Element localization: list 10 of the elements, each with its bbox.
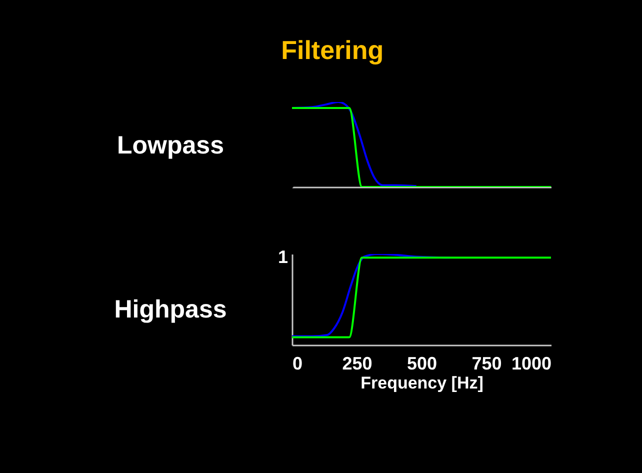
x-tick-label: 750: [472, 354, 502, 374]
y-axis-title: Lowpass: [117, 132, 224, 160]
x-tick-label: 250: [342, 354, 372, 374]
text: 1: [278, 247, 288, 267]
chart-title: Filtering: [281, 35, 384, 65]
y-axis-title: Highpass: [114, 296, 227, 324]
x-tick-label: 1000: [511, 354, 552, 374]
x-tick-label: 500: [406, 354, 438, 374]
x-axis-title: Frequency [Hz]: [360, 374, 484, 392]
x-tick-label: 0: [292, 354, 303, 374]
